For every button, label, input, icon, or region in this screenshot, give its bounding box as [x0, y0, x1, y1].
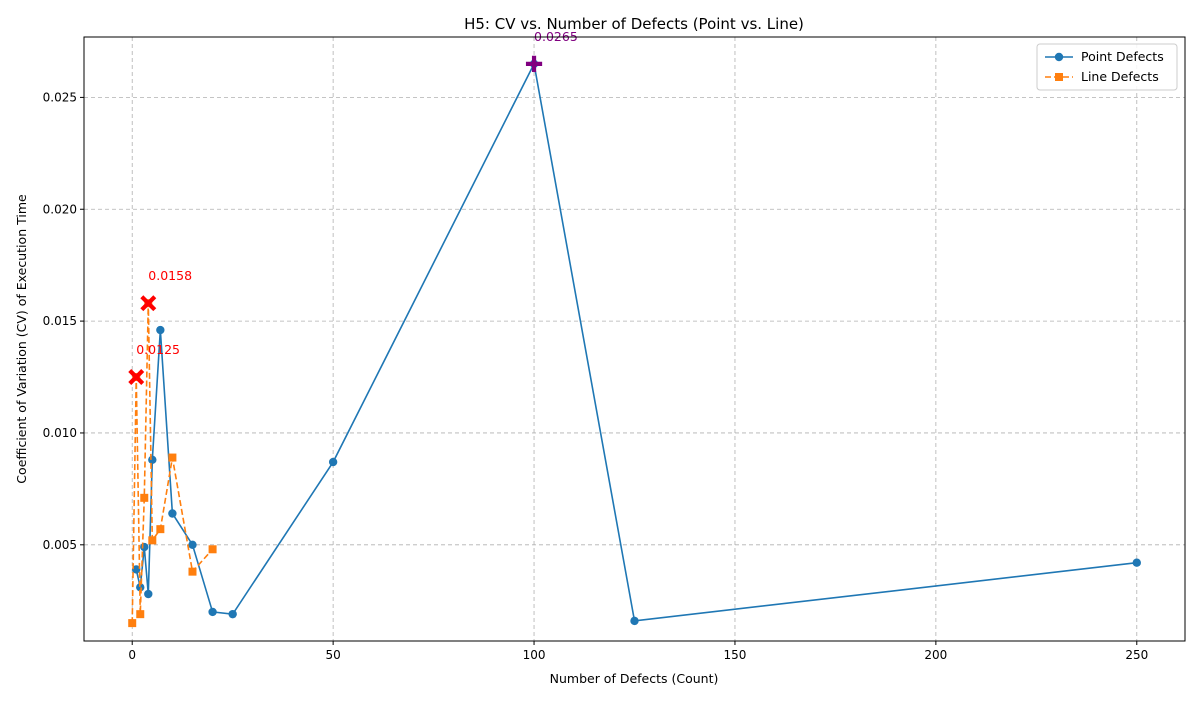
x-tick-label: 50	[325, 648, 340, 662]
tick-layer: 0 50 100 150 200 250 0.005 0.010 0.015 0.020 0.025	[43, 90, 1149, 662]
highlight-x-mark	[140, 295, 157, 312]
data-point	[132, 565, 141, 574]
x-tick-label: 250	[1125, 648, 1148, 662]
x-tick-label: 0	[128, 648, 136, 662]
x-tick-label: 150	[724, 648, 747, 662]
series-point-defects	[132, 59, 1141, 626]
plot-frame	[83, 36, 1186, 642]
highlight-layer: 0.0125 0.0158 0.0265	[128, 29, 578, 385]
series-line	[131, 303, 214, 624]
series-layer	[128, 59, 1141, 628]
highlight-plus-mark	[525, 55, 543, 72]
x-tick-label: 200	[924, 648, 947, 662]
x-axis-label: Number of Defects (Count)	[550, 671, 719, 686]
data-point	[148, 455, 157, 464]
y-tick-label: 0.020	[43, 202, 77, 216]
data-point	[148, 536, 157, 545]
data-point	[168, 453, 177, 462]
legend-marker	[1055, 73, 1063, 81]
highlight-label: 0.0125	[136, 342, 180, 357]
data-point	[156, 325, 165, 335]
series-line	[135, 61, 1137, 622]
y-tick-label: 0.025	[43, 90, 77, 104]
highlight-marker	[525, 55, 543, 72]
highlight-marker	[128, 369, 145, 385]
legend-box	[1036, 43, 1178, 91]
legend: Point Defects Line Defects	[1036, 43, 1178, 91]
grid-layer	[84, 37, 1185, 641]
data-point	[144, 589, 153, 599]
y-tick-label: 0.010	[43, 426, 77, 440]
chart-title: H5: CV vs. Number of Defects (Point vs. …	[464, 15, 804, 33]
data-point	[136, 610, 145, 619]
data-point	[140, 493, 149, 502]
legend-label: Point Defects	[1081, 49, 1164, 64]
legend-item: Point Defects	[1045, 49, 1164, 64]
data-point	[140, 542, 149, 552]
legend-marker	[1054, 52, 1064, 62]
data-point	[188, 540, 197, 550]
highlight-x-mark	[128, 369, 145, 385]
data-point	[328, 457, 338, 467]
y-tick-label: 0.005	[43, 538, 77, 552]
data-point	[136, 583, 145, 592]
data-point	[188, 567, 197, 576]
highlight-label: 0.0158	[148, 268, 192, 283]
data-point	[208, 607, 217, 617]
legend-label: Line Defects	[1081, 69, 1159, 84]
x-tick-label: 100	[523, 648, 546, 662]
data-point	[128, 619, 137, 628]
data-point	[156, 525, 165, 534]
legend-item: Line Defects	[1045, 69, 1159, 84]
highlight-label: 0.0265	[534, 29, 578, 44]
data-point	[208, 545, 217, 554]
y-tick-label: 0.015	[43, 314, 77, 328]
data-point	[1132, 558, 1141, 567]
data-point	[228, 609, 237, 619]
data-point	[168, 509, 177, 518]
data-point	[630, 616, 639, 626]
highlight-marker	[140, 295, 157, 312]
y-axis-label: Coefficient of Variation (CV) of Executi…	[14, 194, 29, 484]
